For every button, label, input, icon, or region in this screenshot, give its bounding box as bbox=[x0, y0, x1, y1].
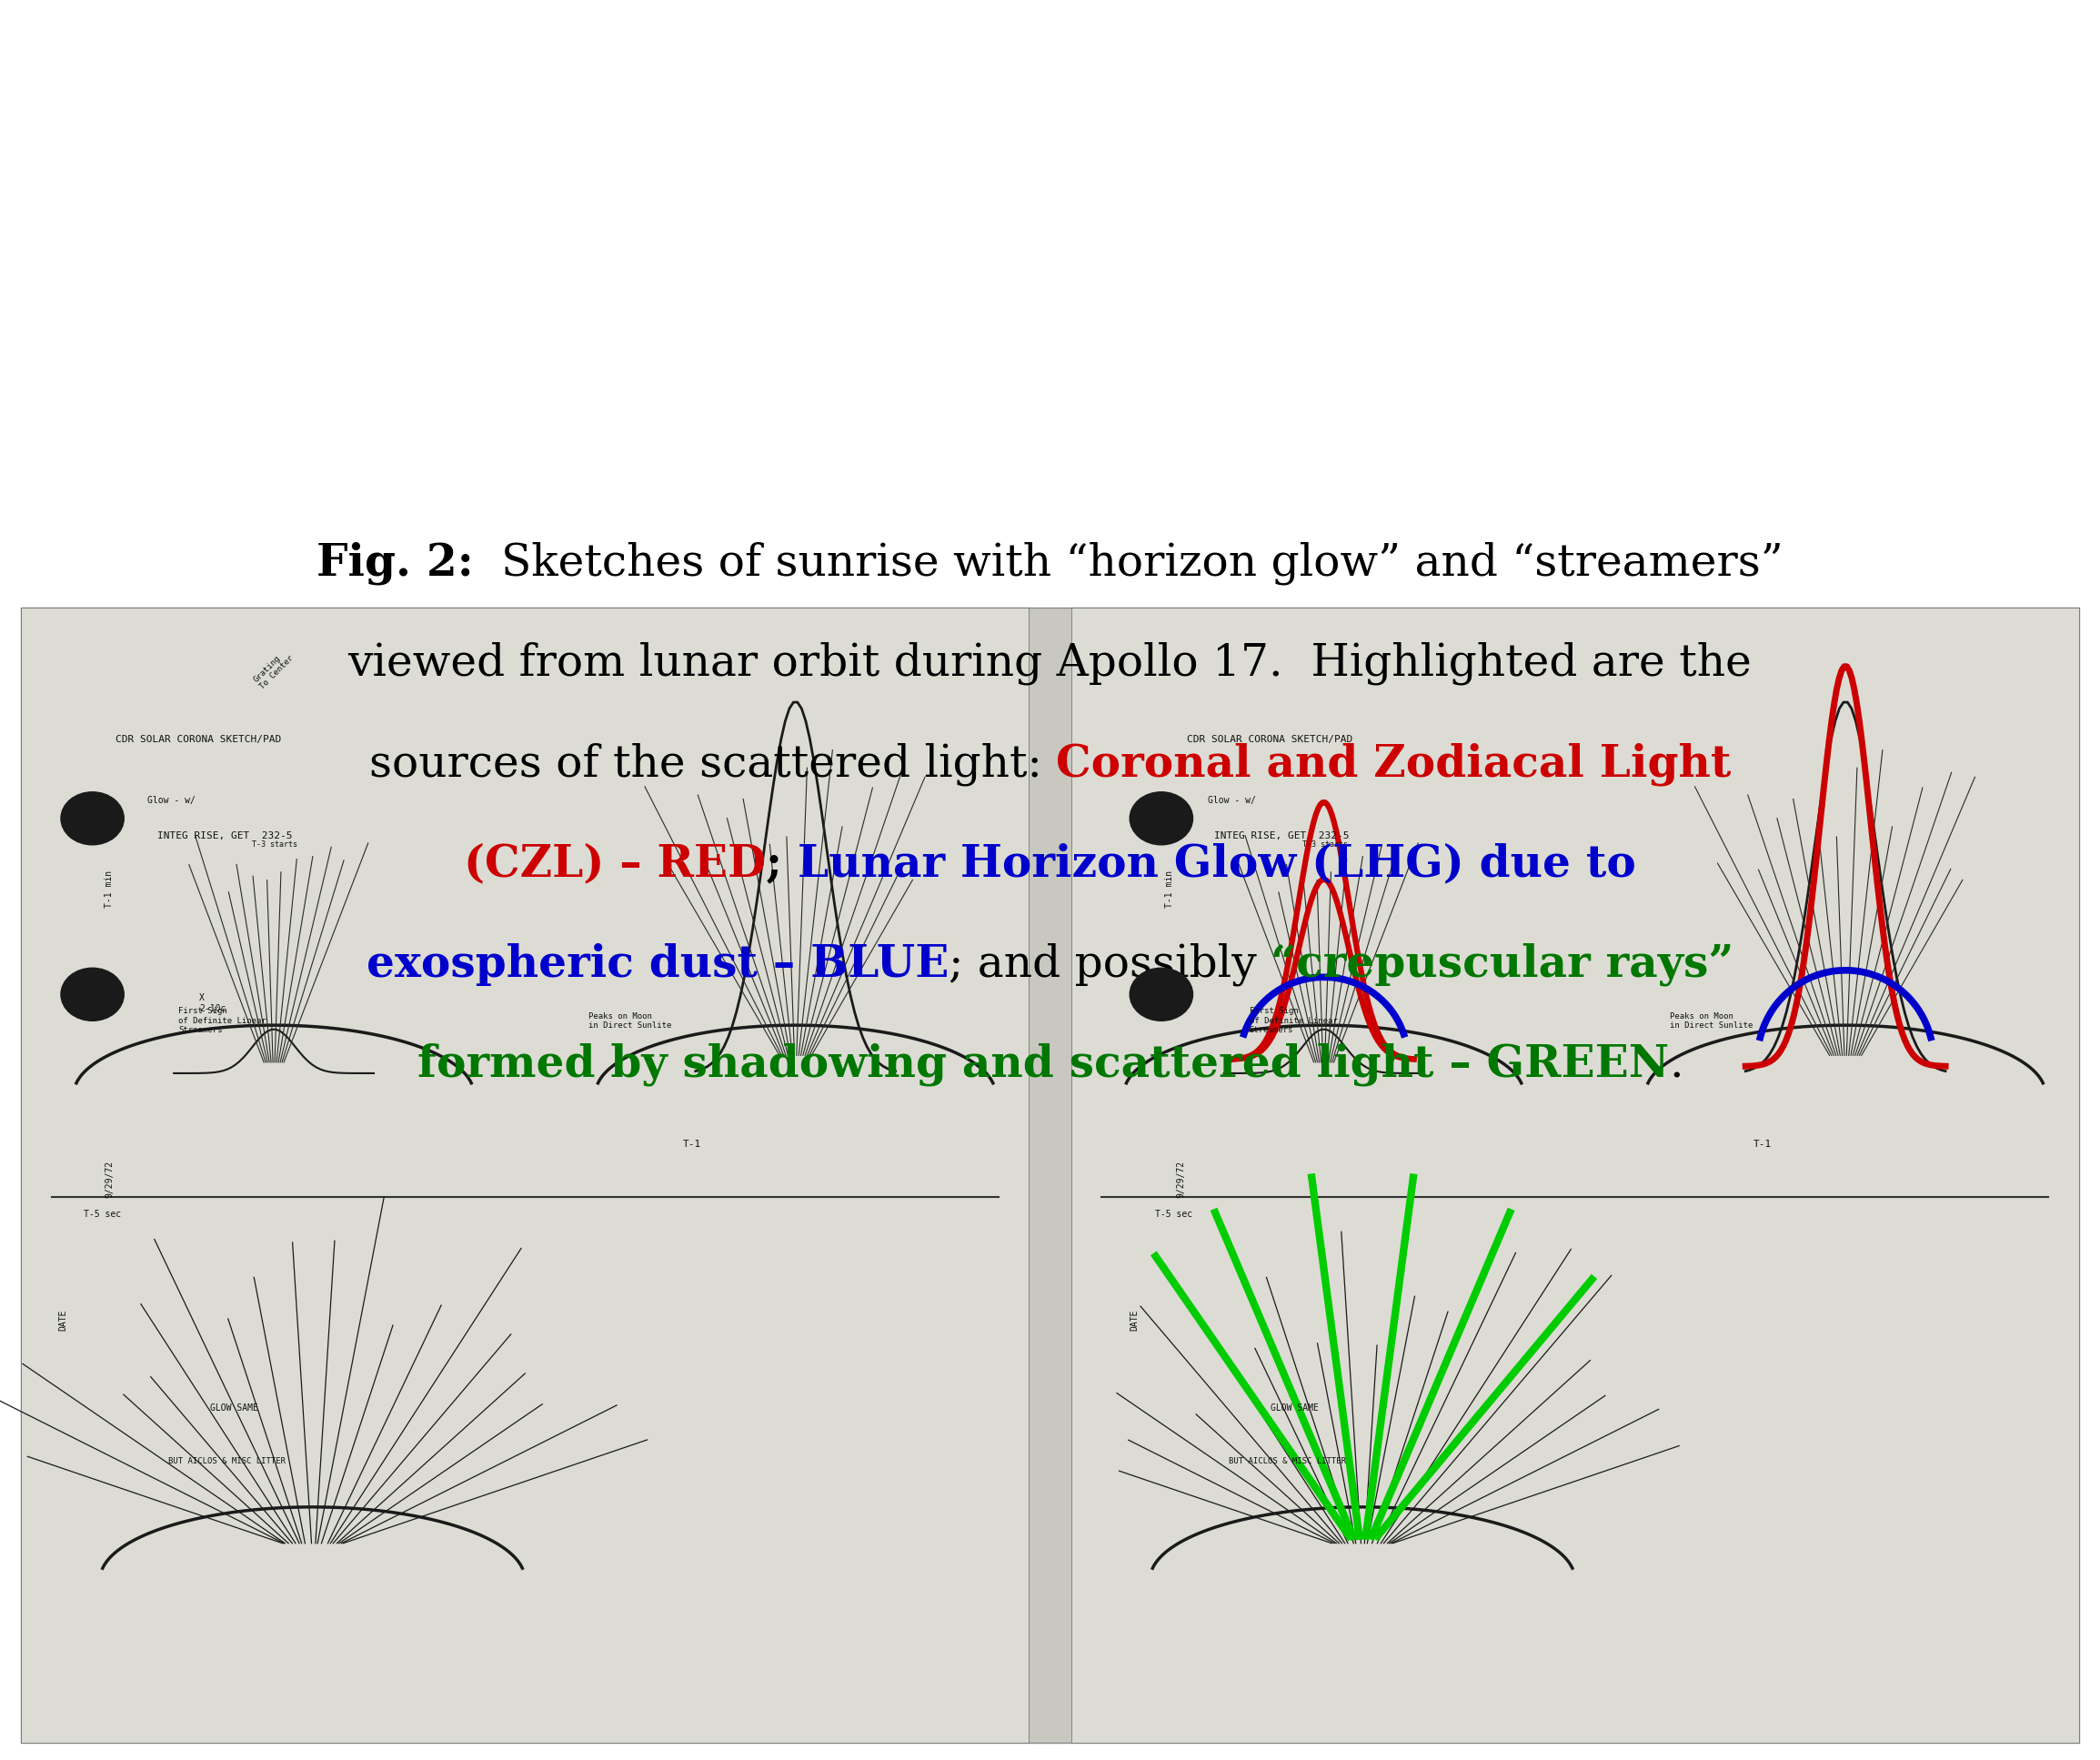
Text: T-1 min: T-1 min bbox=[105, 869, 113, 908]
FancyBboxPatch shape bbox=[21, 607, 1029, 1742]
Text: .: . bbox=[1670, 1044, 1682, 1086]
Text: First Sign
of Definite Linear
Streamers: First Sign of Definite Linear Streamers bbox=[1250, 1007, 1338, 1035]
Text: T-5 sec: T-5 sec bbox=[84, 1209, 122, 1220]
Text: T-5 sec: T-5 sec bbox=[1155, 1209, 1193, 1220]
Circle shape bbox=[1130, 792, 1193, 845]
Text: T-1: T-1 bbox=[1753, 1139, 1772, 1149]
Text: Peaks on Moon
in Direct Sunlite: Peaks on Moon in Direct Sunlite bbox=[1670, 1012, 1754, 1030]
Text: X
2-10c: X 2-10c bbox=[200, 993, 227, 1014]
Text: DATE: DATE bbox=[1130, 1309, 1138, 1331]
Text: Sketches of sunrise with “horizon glow” and “streamers”: Sketches of sunrise with “horizon glow” … bbox=[472, 542, 1783, 584]
Text: GLOW SAME: GLOW SAME bbox=[1270, 1403, 1319, 1413]
Text: Fig. 2:: Fig. 2: bbox=[317, 542, 472, 584]
Text: sources of the scattered light:: sources of the scattered light: bbox=[370, 743, 1056, 785]
Text: exospheric dust – BLUE: exospheric dust – BLUE bbox=[365, 943, 949, 986]
Text: Grating
To Center: Grating To Center bbox=[252, 648, 296, 690]
Text: CDR SOLAR CORONA SKETCH/PAD: CDR SOLAR CORONA SKETCH/PAD bbox=[116, 734, 281, 744]
Text: T-3 starts: T-3 starts bbox=[252, 841, 298, 848]
Circle shape bbox=[61, 968, 124, 1021]
Text: INTEG RISE, GET  232-5: INTEG RISE, GET 232-5 bbox=[1214, 831, 1348, 841]
Text: GLOW SAME: GLOW SAME bbox=[210, 1403, 258, 1413]
Text: ; and possibly: ; and possibly bbox=[949, 943, 1271, 986]
Text: formed by shadowing and scattered light – GREEN: formed by shadowing and scattered light … bbox=[418, 1044, 1670, 1086]
Text: INTEG RISE, GET  232-5: INTEG RISE, GET 232-5 bbox=[157, 831, 292, 841]
Text: DATE: DATE bbox=[59, 1309, 67, 1331]
Text: First Sign
of Definite Linear
Streamers: First Sign of Definite Linear Streamers bbox=[178, 1007, 267, 1035]
Text: Glow - w/: Glow - w/ bbox=[1208, 796, 1256, 806]
FancyBboxPatch shape bbox=[21, 607, 2079, 1742]
Circle shape bbox=[1130, 968, 1193, 1021]
Text: viewed from lunar orbit during Apollo 17.  Highlighted are the: viewed from lunar orbit during Apollo 17… bbox=[349, 642, 1751, 685]
Text: Lunar Horizon Glow (LHG) due to: Lunar Horizon Glow (LHG) due to bbox=[798, 843, 1636, 885]
Text: Peaks on Moon
in Direct Sunlite: Peaks on Moon in Direct Sunlite bbox=[588, 1012, 672, 1030]
Text: (CZL) – RED: (CZL) – RED bbox=[464, 843, 766, 885]
Text: BUT AICLOS & MISC LITTER: BUT AICLOS & MISC LITTER bbox=[168, 1457, 286, 1464]
Circle shape bbox=[61, 792, 124, 845]
Text: CDR SOLAR CORONA SKETCH/PAD: CDR SOLAR CORONA SKETCH/PAD bbox=[1186, 734, 1352, 744]
Text: “crepuscular rays”: “crepuscular rays” bbox=[1270, 943, 1735, 986]
Text: 9/29/72: 9/29/72 bbox=[105, 1160, 113, 1199]
Text: T-3 starts: T-3 starts bbox=[1302, 841, 1348, 848]
Text: ;: ; bbox=[766, 843, 798, 885]
Text: Glow - w/: Glow - w/ bbox=[147, 796, 195, 806]
Text: 9/29/72: 9/29/72 bbox=[1176, 1160, 1184, 1199]
Text: Coronal and Zodiacal Light: Coronal and Zodiacal Light bbox=[1056, 743, 1730, 785]
Text: BUT AICLOS & MISC LITTER: BUT AICLOS & MISC LITTER bbox=[1228, 1457, 1346, 1464]
Text: T-1 min: T-1 min bbox=[1166, 869, 1174, 908]
Text: T-1: T-1 bbox=[682, 1139, 701, 1149]
FancyBboxPatch shape bbox=[1071, 607, 2079, 1742]
